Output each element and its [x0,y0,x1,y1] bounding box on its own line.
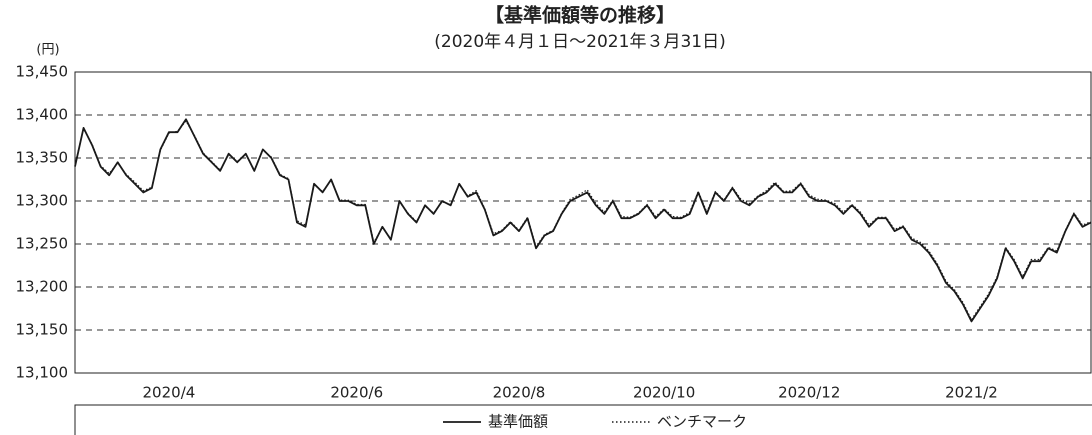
chart-title: 【基準価額等の推移】 [485,4,675,27]
x-tick-label: 2020/12 [778,384,840,402]
legend-label: ベンチマーク [657,413,747,431]
y-tick-label: 13,250 [16,235,69,253]
legend-frame [74,404,1092,435]
y-tick-label: 13,400 [16,106,69,124]
x-tick-label: 2021/2 [945,384,998,402]
x-tick-label: 2020/8 [493,384,546,402]
plot-frame [74,71,1092,374]
series-line [74,120,1092,321]
y-tick-label: 13,300 [16,192,69,210]
chart-subtitle: (2020年４月１日～2021年３月31日) [434,32,725,52]
y-unit: (円) [36,43,59,58]
series-line [74,118,1092,323]
x-tick-label: 2020/4 [143,384,196,402]
y-tick-label: 13,200 [16,278,69,296]
y-tick-label: 13,150 [16,321,69,339]
x-tick-label: 2020/6 [330,384,383,402]
y-tick-label: 13,100 [16,364,69,382]
x-tick-label: 2020/10 [633,384,695,402]
y-tick-label: 13,350 [16,149,69,167]
legend-label: 基準価額 [488,413,548,431]
y-tick-label: 13,450 [16,63,69,81]
